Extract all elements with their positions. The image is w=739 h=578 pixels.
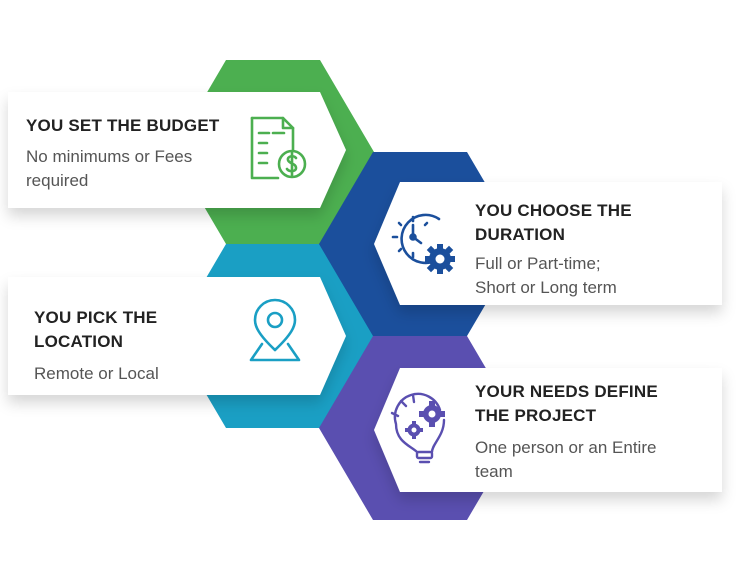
duration-card xyxy=(374,182,722,305)
lightbulb-gear-cog-small xyxy=(405,421,423,439)
duration-description: Full or Part-time; Short or Long term xyxy=(475,254,617,297)
location-description: Remote or Local xyxy=(34,364,159,383)
location-title: YOU PICK THE LOCATION xyxy=(34,308,158,351)
budget-description: No minimums or Fees required xyxy=(26,147,193,190)
lightbulb-gear-cog-large xyxy=(419,401,445,427)
budget-document-dollar-icon xyxy=(250,116,307,180)
clock-gear-icon xyxy=(391,213,441,265)
project-title: YOUR NEEDS DEFINE THE PROJECT xyxy=(475,382,658,425)
duration-title: YOU CHOOSE THE DURATION xyxy=(475,201,632,244)
project-description: One person or an Entire team xyxy=(475,438,657,481)
lightbulb-gears-icon xyxy=(390,392,446,464)
clock-gear-cog xyxy=(425,244,455,274)
location-pin-icon xyxy=(249,298,301,362)
budget-title: YOU SET THE BUDGET xyxy=(26,116,220,135)
project-card xyxy=(374,368,722,492)
